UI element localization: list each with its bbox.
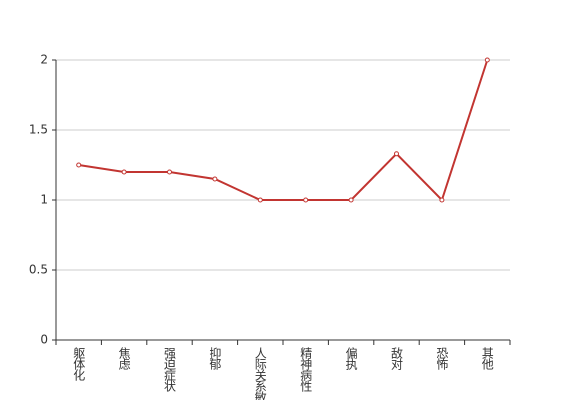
x-tick-label: 敌对 xyxy=(390,346,404,370)
x-tick-label: 偏执 xyxy=(344,346,358,371)
x-tick-label: 焦虑 xyxy=(117,347,131,370)
y-tick-label: 1 xyxy=(40,193,48,207)
point xyxy=(167,169,172,175)
y-tick-label: 0.5 xyxy=(29,263,48,277)
y-tick-label: 2 xyxy=(40,53,48,67)
point xyxy=(257,197,263,203)
point xyxy=(439,197,445,203)
x-tick-label: 其他 xyxy=(480,347,494,370)
point xyxy=(76,162,82,168)
point xyxy=(303,197,309,203)
point xyxy=(484,57,490,63)
x-tick-label: 恐怖 xyxy=(435,347,449,370)
x-tick-label: 抑郁 xyxy=(208,346,222,371)
y-tick-label: 1.5 xyxy=(29,123,48,137)
point xyxy=(121,169,127,175)
point xyxy=(212,176,218,182)
point xyxy=(348,197,354,203)
x-tick-label: 躯体化 xyxy=(72,346,86,382)
x-tick-label: 精神病性 xyxy=(299,347,313,393)
x-tick-label: 强迫症状 xyxy=(163,347,177,392)
x-tick-label: 人际关系敏感 xyxy=(253,347,267,400)
point xyxy=(394,151,399,157)
line xyxy=(78,59,489,202)
y-tick-label: 0 xyxy=(40,333,48,347)
